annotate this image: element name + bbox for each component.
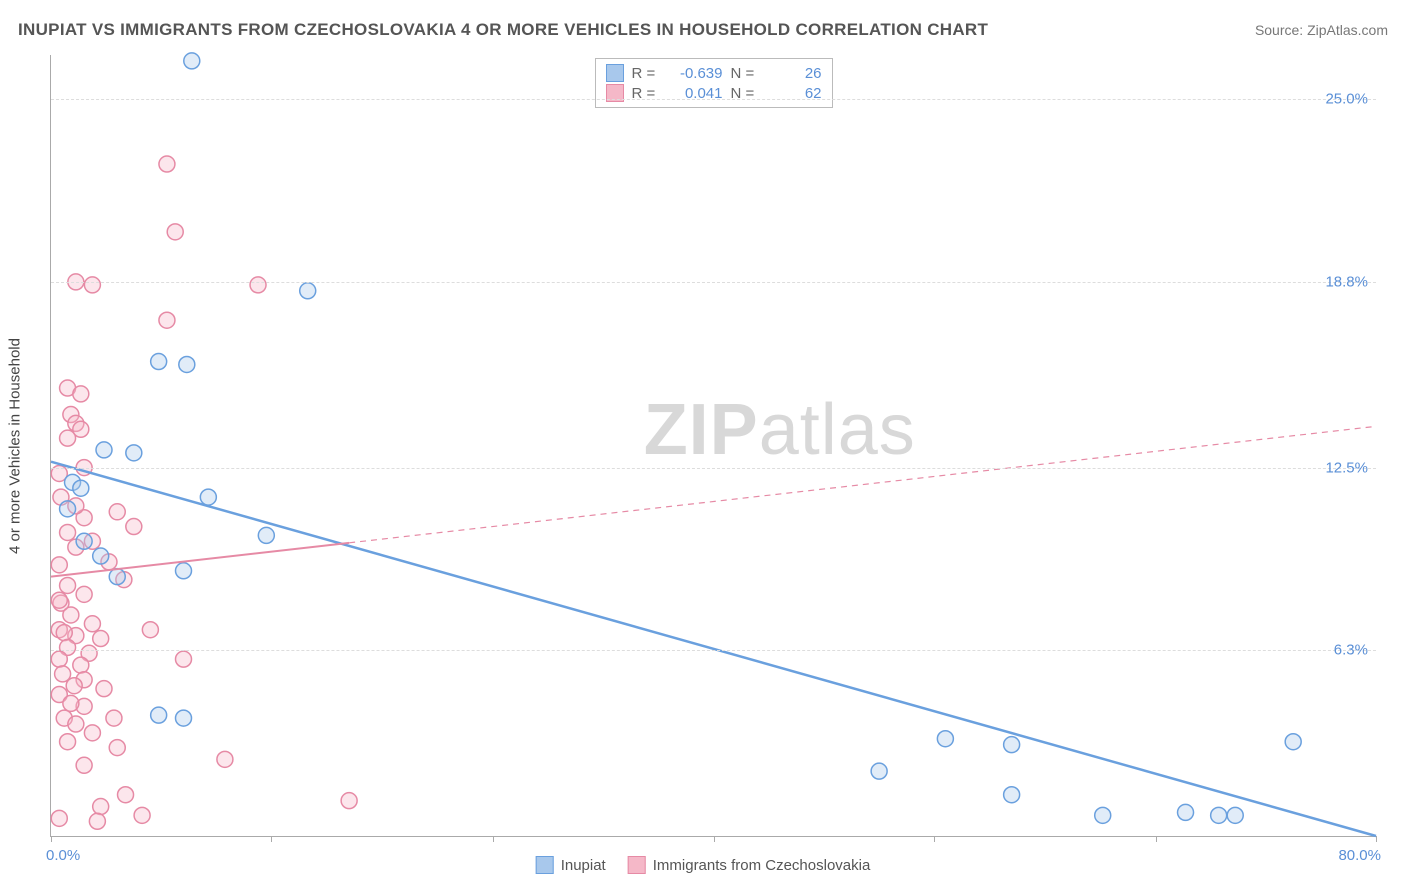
point-czech bbox=[51, 592, 67, 608]
point-inupiat bbox=[1211, 807, 1227, 823]
point-czech bbox=[118, 787, 134, 803]
point-czech bbox=[106, 710, 122, 726]
point-czech bbox=[63, 695, 79, 711]
point-czech bbox=[76, 757, 92, 773]
point-czech bbox=[167, 224, 183, 240]
swatch-czech-icon bbox=[628, 856, 646, 874]
point-czech bbox=[217, 751, 233, 767]
point-czech bbox=[56, 625, 72, 641]
point-inupiat bbox=[1004, 737, 1020, 753]
point-czech bbox=[159, 156, 175, 172]
point-inupiat bbox=[1227, 807, 1243, 823]
source-attribution: Source: ZipAtlas.com bbox=[1255, 22, 1388, 38]
point-inupiat bbox=[176, 710, 192, 726]
point-inupiat bbox=[258, 527, 274, 543]
series-legend: Inupiat Immigrants from Czechoslovakia bbox=[536, 856, 871, 874]
point-czech bbox=[134, 807, 150, 823]
y-axis-label: 4 or more Vehicles in Household bbox=[7, 338, 24, 554]
point-czech bbox=[93, 799, 109, 815]
point-inupiat bbox=[871, 763, 887, 779]
point-inupiat bbox=[96, 442, 112, 458]
point-czech bbox=[93, 631, 109, 647]
point-czech bbox=[109, 504, 125, 520]
point-czech bbox=[73, 386, 89, 402]
swatch-inupiat-icon bbox=[536, 856, 554, 874]
point-inupiat bbox=[1285, 734, 1301, 750]
point-inupiat bbox=[1178, 804, 1194, 820]
point-inupiat bbox=[937, 731, 953, 747]
point-czech bbox=[142, 622, 158, 638]
point-inupiat bbox=[300, 283, 316, 299]
point-inupiat bbox=[126, 445, 142, 461]
point-czech bbox=[63, 607, 79, 623]
point-czech bbox=[159, 312, 175, 328]
plot-svg bbox=[51, 55, 1376, 836]
point-inupiat bbox=[1095, 807, 1111, 823]
point-inupiat bbox=[179, 356, 195, 372]
point-inupiat bbox=[60, 501, 76, 517]
point-czech bbox=[51, 651, 67, 667]
point-czech bbox=[89, 813, 105, 829]
point-inupiat bbox=[151, 707, 167, 723]
x-max-label: 80.0% bbox=[1338, 847, 1381, 864]
legend-item-czech: Immigrants from Czechoslovakia bbox=[628, 856, 871, 874]
point-czech bbox=[51, 557, 67, 573]
y-tick-label: 18.8% bbox=[1325, 273, 1368, 290]
point-czech bbox=[109, 740, 125, 756]
point-inupiat bbox=[109, 569, 125, 585]
point-czech bbox=[66, 678, 82, 694]
point-inupiat bbox=[184, 53, 200, 69]
point-inupiat bbox=[151, 354, 167, 370]
point-inupiat bbox=[176, 563, 192, 579]
y-tick-label: 12.5% bbox=[1325, 459, 1368, 476]
scatter-chart: ZIPatlas R =-0.639 N =26 R =0.041 N =62 … bbox=[50, 55, 1376, 837]
point-czech bbox=[60, 524, 76, 540]
point-czech bbox=[341, 793, 357, 809]
point-czech bbox=[84, 616, 100, 632]
point-czech bbox=[60, 577, 76, 593]
point-czech bbox=[250, 277, 266, 293]
point-inupiat bbox=[76, 533, 92, 549]
x-min-label: 0.0% bbox=[46, 847, 80, 864]
point-czech bbox=[60, 734, 76, 750]
point-czech bbox=[176, 651, 192, 667]
point-czech bbox=[73, 657, 89, 673]
point-inupiat bbox=[73, 480, 89, 496]
point-czech bbox=[51, 810, 67, 826]
y-tick-label: 25.0% bbox=[1325, 91, 1368, 108]
point-inupiat bbox=[93, 548, 109, 564]
legend-item-inupiat: Inupiat bbox=[536, 856, 606, 874]
point-inupiat bbox=[200, 489, 216, 505]
point-inupiat bbox=[1004, 787, 1020, 803]
point-czech bbox=[84, 725, 100, 741]
point-czech bbox=[73, 421, 89, 437]
point-czech bbox=[126, 519, 142, 535]
y-tick-label: 6.3% bbox=[1334, 642, 1368, 659]
point-czech bbox=[96, 681, 112, 697]
chart-title: INUPIAT VS IMMIGRANTS FROM CZECHOSLOVAKI… bbox=[18, 20, 988, 40]
point-czech bbox=[84, 277, 100, 293]
point-czech bbox=[68, 716, 84, 732]
point-czech bbox=[76, 586, 92, 602]
